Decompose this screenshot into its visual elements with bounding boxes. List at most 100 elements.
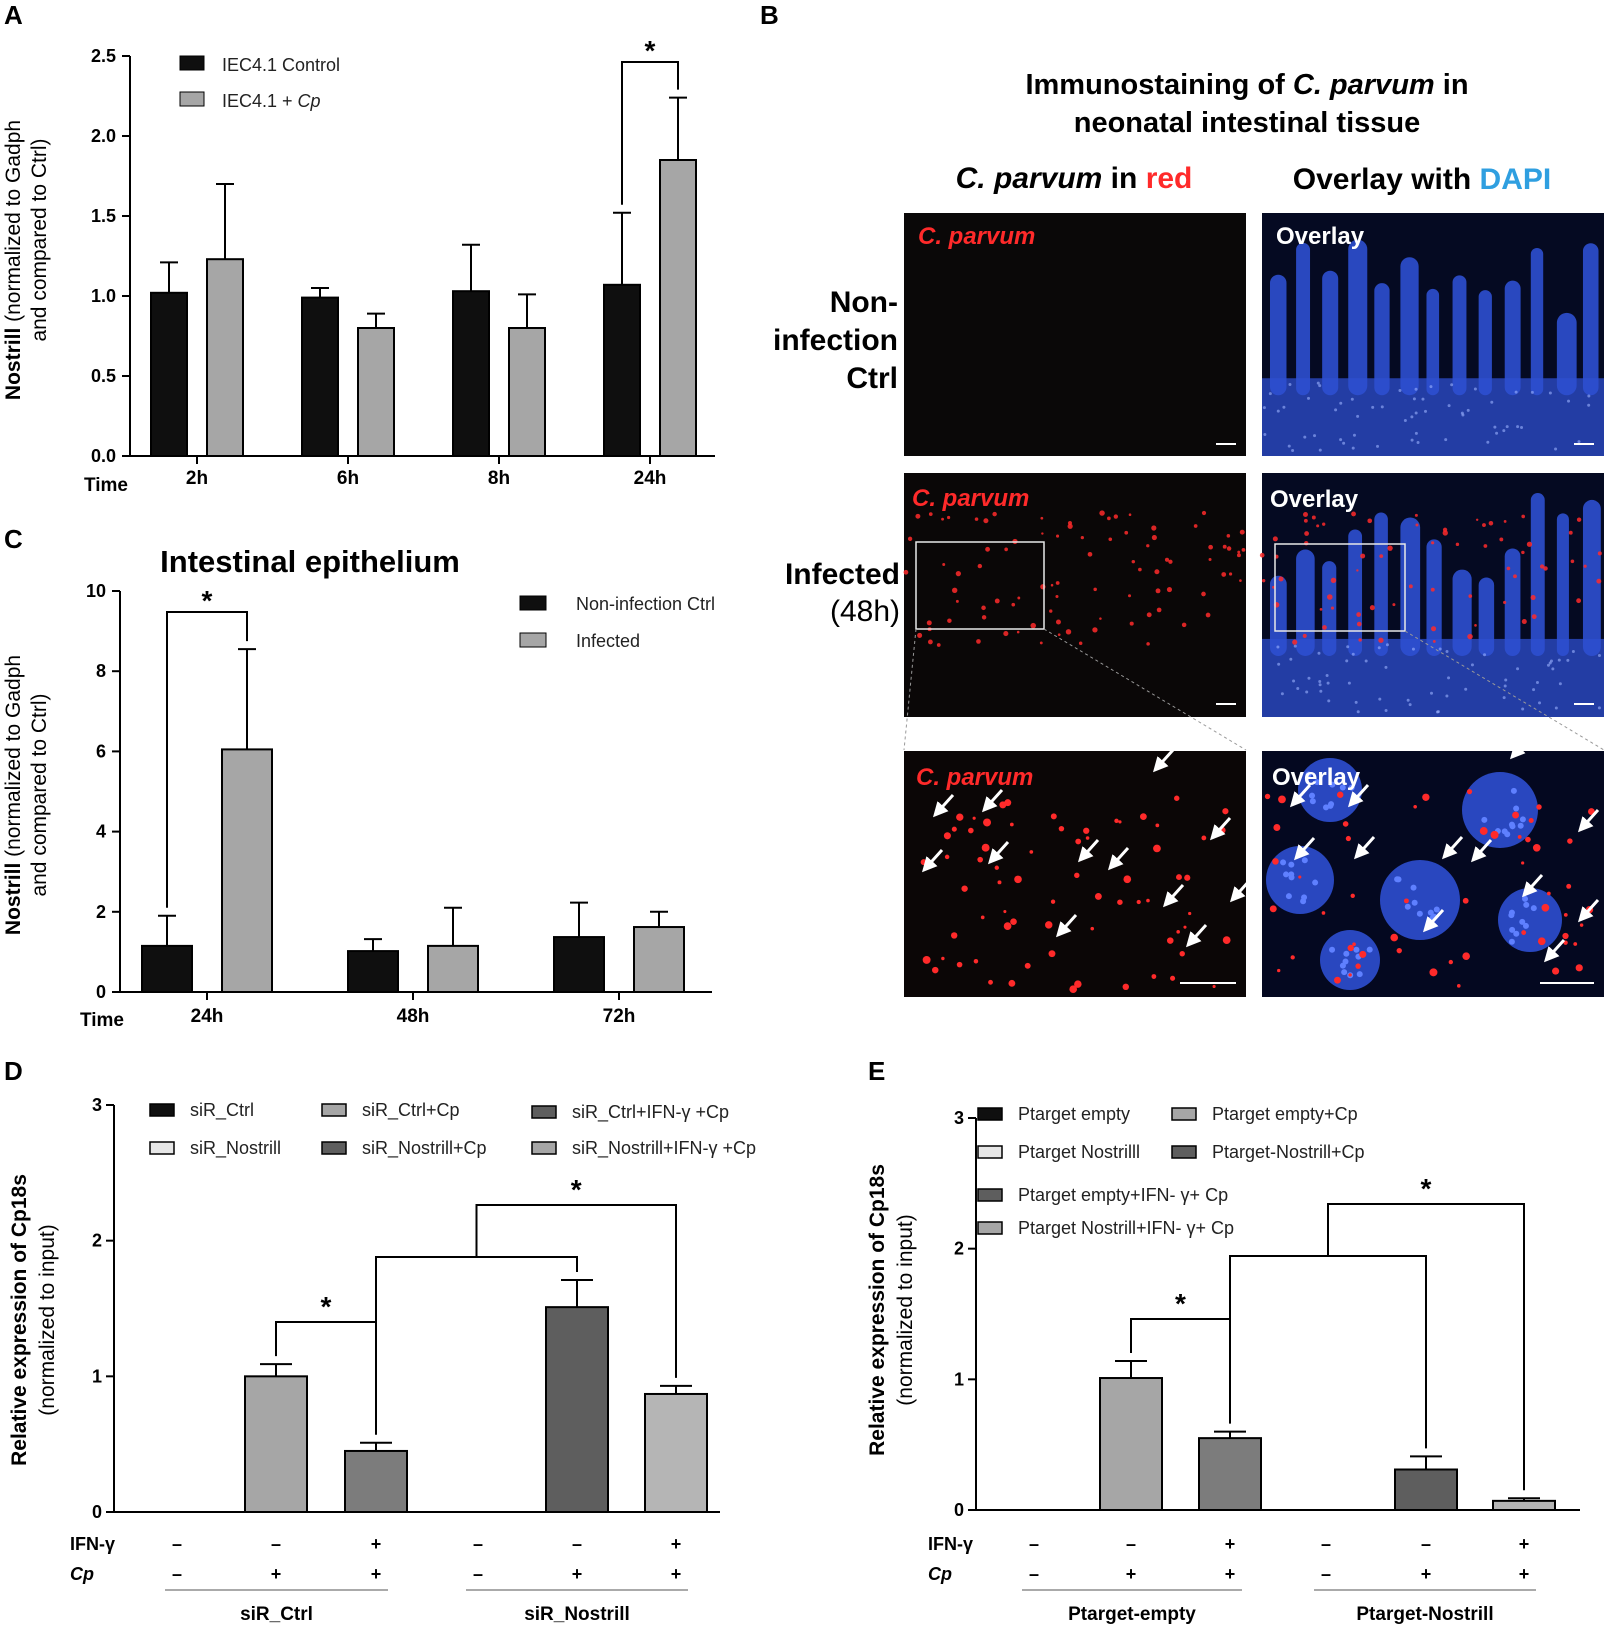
- zoom-parasite: [1277, 968, 1281, 973]
- zoom-parasite: [1166, 937, 1174, 944]
- zoom-parasite: [1456, 984, 1461, 988]
- villus: [1504, 548, 1521, 656]
- nucleus-dot: [1587, 394, 1591, 398]
- bar: [644, 1392, 708, 1513]
- zoom-nucleus-texture: [1410, 884, 1417, 891]
- parasite-dot: [936, 643, 941, 647]
- zoom-parasite: [1153, 846, 1157, 850]
- zoom-parasite: [1114, 818, 1119, 824]
- zoom-parasite: [1183, 925, 1187, 929]
- parasite-dot: [1330, 606, 1335, 610]
- zoom-parasite: [1537, 937, 1546, 946]
- zoom-parasite: [1448, 959, 1453, 965]
- row-label-ifn: IFN-γ: [70, 1534, 115, 1554]
- nucleus-dot: [1318, 680, 1322, 684]
- bar: [221, 748, 273, 994]
- zoom-nucleus-texture: [1339, 784, 1346, 791]
- parasite-dot: [903, 569, 909, 575]
- nucleus-dot: [1445, 650, 1449, 654]
- zoom-box-overlay: [1274, 543, 1406, 632]
- parasite-dot: [1302, 633, 1307, 638]
- zoom-nucleus-texture: [1508, 909, 1515, 916]
- nucleus-dot: [1473, 387, 1477, 391]
- zoom-nucleus-texture: [1300, 898, 1307, 905]
- parasite-dot: [1583, 564, 1587, 568]
- zoom-parasite: [956, 813, 964, 821]
- nucleus-dot: [1288, 383, 1292, 387]
- nucleus-dot: [1408, 703, 1412, 707]
- parasite-dot: [1239, 579, 1242, 582]
- parasite-dot: [1087, 551, 1093, 557]
- zoom-parasite: [956, 961, 963, 968]
- nucleus-dot: [1502, 696, 1506, 700]
- parasite-dot: [1181, 622, 1187, 628]
- chart-e-ylabel: Relative expression of Cp18s: [866, 1164, 889, 1456]
- nucleus-dot: [1423, 409, 1427, 413]
- zoom-parasite: [951, 826, 957, 832]
- tile-label-cparvum-3: C. parvum: [916, 764, 1033, 791]
- zoom-parasite: [1085, 836, 1090, 840]
- zoom-nucleus-texture: [1513, 805, 1520, 812]
- nucleus-dot: [1287, 444, 1291, 448]
- zoom-parasite: [1566, 883, 1572, 889]
- zoom-parasite: [988, 979, 993, 985]
- y-tick-label: 8: [96, 661, 106, 681]
- villus: [1530, 493, 1545, 656]
- legend-label: siR_Nostrill+IFN-γ +Cp: [572, 1138, 756, 1159]
- zoom-nucleus-texture: [1309, 792, 1316, 799]
- chart-a-ylabel: Nostrill (normalized to Gadph: [2, 120, 25, 400]
- bar: [301, 296, 339, 457]
- zoom-parasite: [1201, 835, 1207, 841]
- parasite-dot: [1576, 598, 1582, 604]
- y-tick-label: 1: [92, 1366, 102, 1386]
- parasite-dot: [1193, 524, 1198, 528]
- zoom-nucleus: [1462, 772, 1538, 848]
- parasite-dot: [1128, 513, 1132, 517]
- nucleus-dot: [1438, 647, 1442, 651]
- ifn-sign: –: [1321, 1534, 1331, 1554]
- nucleus-dot: [1268, 392, 1272, 396]
- ifn-sign: –: [1126, 1534, 1136, 1554]
- panel-b-col1-header: C. parvum in red: [956, 162, 1193, 195]
- legend-label: Ptarget Nostrilll: [1018, 1142, 1140, 1162]
- legend-swatch: [1171, 1145, 1197, 1159]
- zoom-parasite: [1345, 835, 1351, 842]
- zoom-parasite: [1004, 799, 1012, 807]
- zoom-nuclei: [1266, 758, 1562, 990]
- parasite-dot: [1155, 588, 1161, 594]
- nucleus-dot: [1558, 682, 1562, 686]
- villus: [1478, 290, 1492, 396]
- zoom-nucleus: [1298, 758, 1362, 822]
- parasite-dot: [1201, 591, 1206, 597]
- villus: [1322, 561, 1337, 656]
- significance-bracket: [166, 611, 248, 908]
- zoom-parasite: [1528, 818, 1534, 824]
- parasite-dot: [1431, 541, 1435, 545]
- zoom-parasite: [922, 955, 931, 964]
- arrow: [1229, 878, 1252, 903]
- nucleus-dot: [1445, 694, 1449, 698]
- zoom-parasite: [1490, 830, 1499, 839]
- parasite-dot: [1358, 638, 1362, 642]
- zoom-parasite: [1188, 911, 1192, 916]
- zoom-parasite: [1074, 980, 1082, 988]
- parasite-dot: [915, 513, 921, 519]
- parasite-dot: [1164, 557, 1170, 562]
- nucleus-dot: [1346, 645, 1350, 649]
- legend-label: siR_Nostrill: [190, 1138, 281, 1159]
- arrow: [1577, 898, 1600, 923]
- bar: [553, 936, 605, 993]
- chart-a: Nostrill (normalized to Gadph and compar…: [2, 35, 715, 496]
- cp-sign: +: [671, 1564, 682, 1584]
- zoom-nucleus-texture: [1523, 901, 1530, 908]
- parasite-dot: [1351, 511, 1356, 517]
- parasite-dot: [1129, 621, 1134, 626]
- zoom-nucleus-texture: [1509, 823, 1516, 830]
- ifn-sign: –: [271, 1534, 281, 1554]
- parasite-dot: [1099, 510, 1105, 516]
- y-tick-label: 2: [954, 1239, 964, 1259]
- zoom-parasite: [944, 854, 950, 860]
- y-tick-label: 2: [96, 902, 106, 922]
- parasite-dots-infected-red: [903, 510, 1246, 647]
- legend-label: Ptarget empty: [1018, 1104, 1130, 1124]
